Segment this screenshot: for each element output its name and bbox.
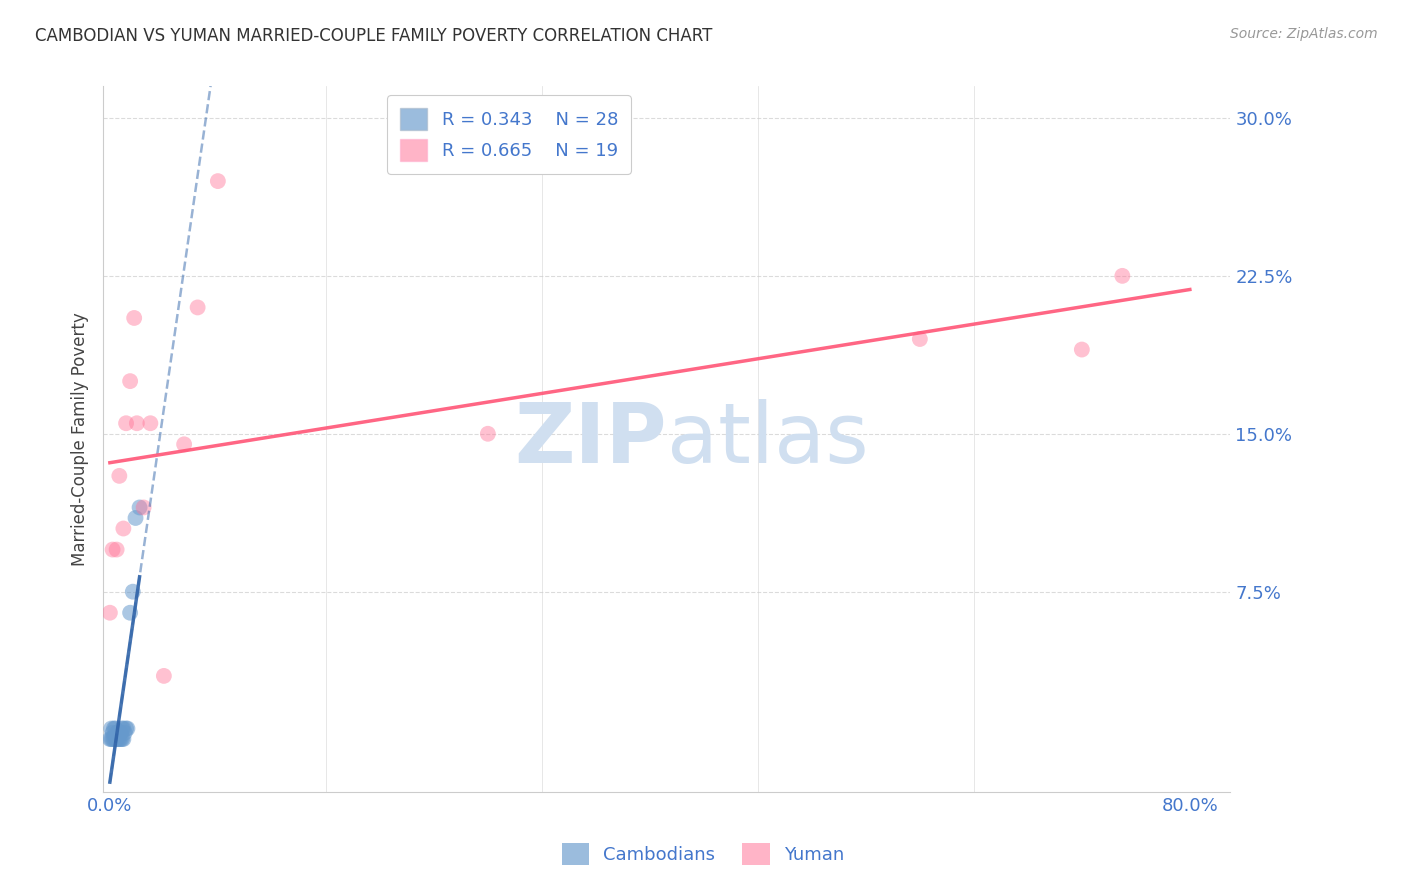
Point: [107, 725, 129, 739]
Text: CAMBODIAN VS YUMAN MARRIED-COUPLE FAMILY POVERTY CORRELATION CHART: CAMBODIAN VS YUMAN MARRIED-COUPLE FAMILY…: [35, 27, 713, 45]
Point: [101, 542, 124, 557]
Point: [122, 310, 145, 325]
Point: [908, 332, 931, 346]
Point: [103, 722, 125, 736]
Point: [105, 725, 128, 739]
Y-axis label: Married-Couple Family Poverty: Married-Couple Family Poverty: [72, 312, 89, 566]
Point: [128, 500, 150, 515]
Point: [108, 725, 131, 739]
Point: [121, 584, 143, 599]
Point: [100, 722, 122, 736]
Point: [114, 725, 136, 739]
Point: [98, 732, 121, 747]
Point: [132, 500, 155, 515]
Point: [153, 669, 176, 683]
Point: [1070, 343, 1092, 357]
Legend: Cambodians, Yuman: Cambodians, Yuman: [553, 834, 853, 874]
Point: [124, 511, 146, 525]
Point: [139, 416, 162, 430]
Point: [120, 606, 142, 620]
Point: [187, 301, 209, 315]
Point: [103, 732, 125, 747]
Legend: R = 0.343    N = 28, R = 0.665    N = 19: R = 0.343 N = 28, R = 0.665 N = 19: [387, 95, 630, 174]
Point: [108, 468, 131, 483]
Point: [110, 732, 132, 747]
Point: [112, 732, 135, 747]
Point: [115, 722, 138, 736]
Point: [125, 416, 148, 430]
Text: atlas: atlas: [666, 399, 869, 480]
Point: [117, 722, 139, 736]
Point: [1111, 268, 1133, 283]
Point: [112, 522, 135, 536]
Point: [105, 542, 128, 557]
Point: [98, 606, 121, 620]
Point: [105, 732, 128, 747]
Point: [101, 732, 124, 747]
Point: [104, 732, 127, 747]
Point: [111, 732, 134, 747]
Point: [108, 732, 131, 747]
Point: [111, 722, 134, 736]
Point: [207, 174, 229, 188]
Point: [110, 725, 132, 739]
Point: [104, 722, 127, 736]
Text: ZIP: ZIP: [515, 399, 666, 480]
Point: [101, 725, 124, 739]
Point: [100, 732, 122, 747]
Point: [107, 732, 129, 747]
Point: [477, 426, 499, 441]
Point: [112, 722, 135, 736]
Point: [115, 416, 138, 430]
Text: Source: ZipAtlas.com: Source: ZipAtlas.com: [1230, 27, 1378, 41]
Point: [173, 437, 195, 451]
Point: [120, 374, 142, 388]
